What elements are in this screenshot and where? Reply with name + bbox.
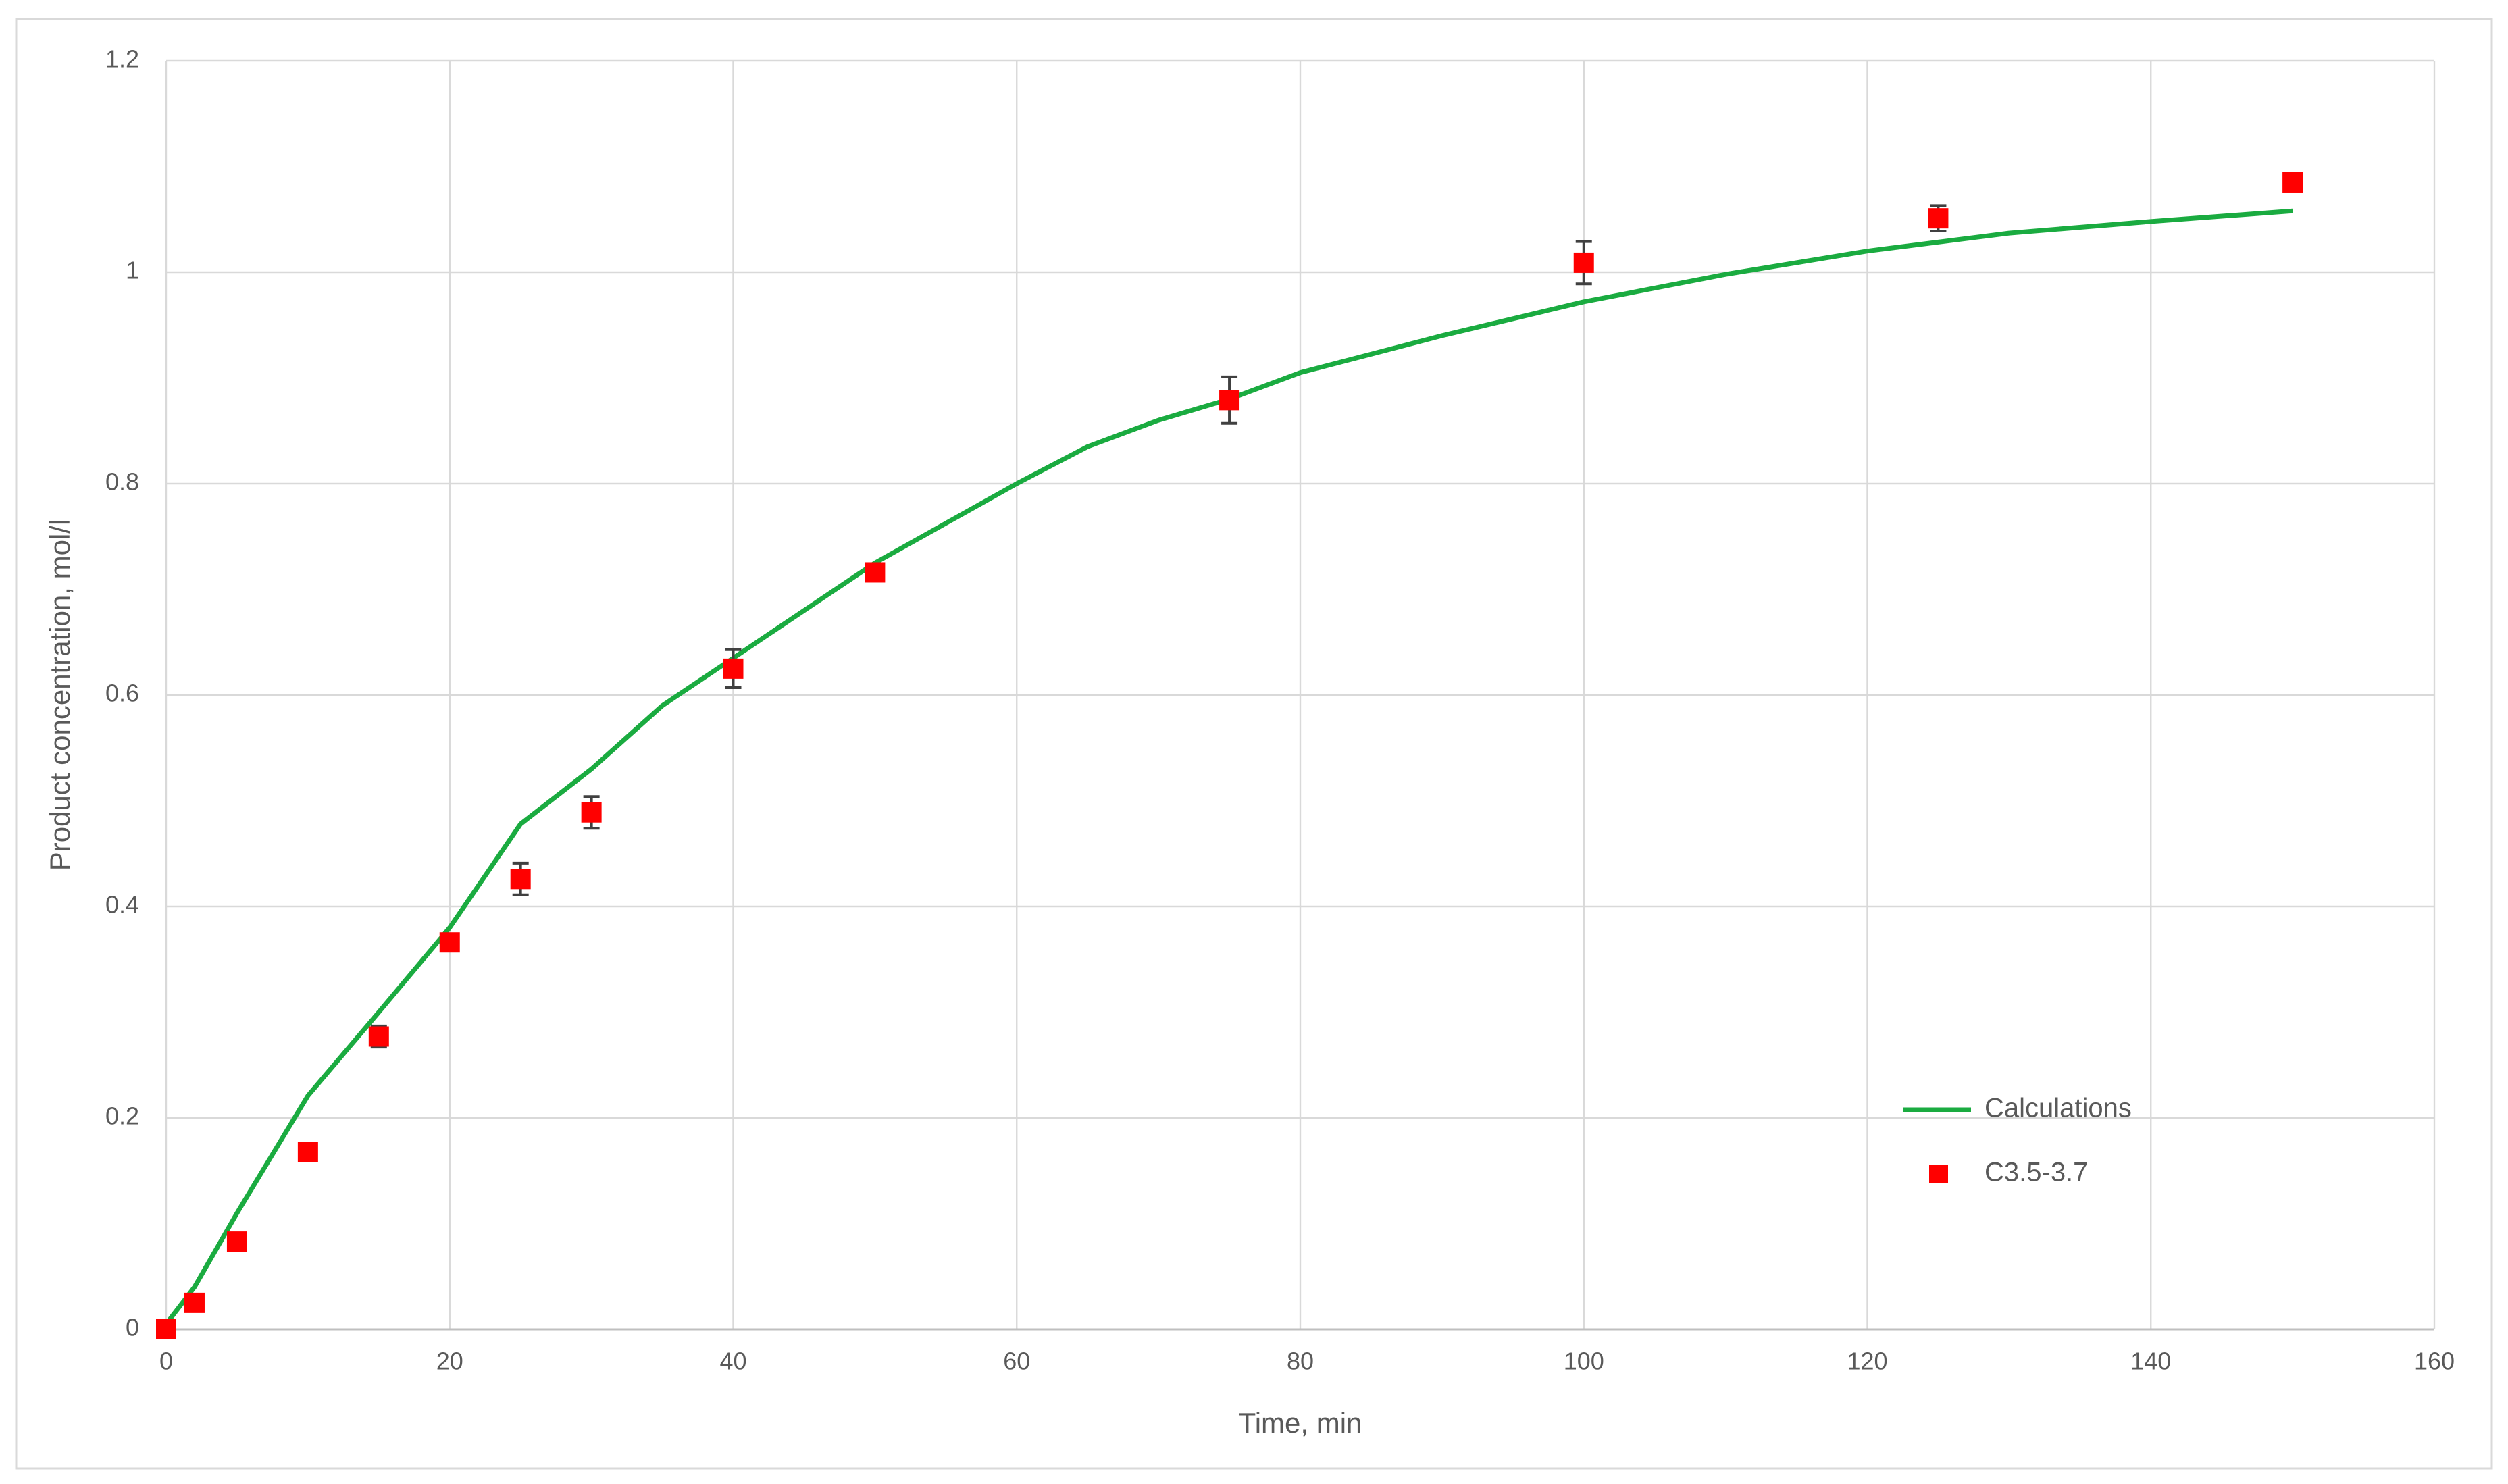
data-point [865, 562, 886, 583]
x-tick-label: 140 [2130, 1348, 2171, 1375]
legend-label: Calculations [1985, 1094, 2132, 1123]
data-point [723, 658, 744, 679]
x-tick-label: 60 [1003, 1348, 1030, 1375]
data-point [226, 1231, 247, 1252]
y-tick-label: 0.2 [105, 1102, 139, 1130]
x-tick-label: 80 [1287, 1348, 1314, 1375]
x-tick-label: 160 [2414, 1348, 2455, 1375]
x-tick-label: 0 [159, 1348, 173, 1375]
data-point [368, 1026, 389, 1047]
y-tick-label: 1.2 [105, 45, 139, 73]
data-point [297, 1142, 318, 1162]
x-tick-label: 40 [719, 1348, 746, 1375]
data-point [510, 869, 531, 890]
y-tick-label: 0.6 [105, 680, 139, 707]
y-axis-title: Product concentration, mol/l [44, 519, 76, 871]
data-point [581, 802, 602, 823]
y-tick-label: 1 [126, 257, 139, 284]
data-point [439, 932, 460, 953]
chart-border [15, 18, 2493, 1470]
data-point [1573, 252, 1594, 273]
data-point [1219, 390, 1240, 411]
x-axis-title: Time, min [1239, 1407, 1362, 1439]
x-tick-label: 20 [436, 1348, 463, 1375]
y-tick-label: 0 [126, 1314, 139, 1341]
legend-swatch [1929, 1165, 1948, 1183]
y-tick-label: 0.4 [105, 891, 139, 919]
data-point [184, 1292, 205, 1313]
legend-label: C3.5-3.7 [1985, 1158, 2088, 1187]
data-point [2282, 172, 2303, 193]
calc-line [164, 208, 2293, 1326]
x-tick-label: 100 [1564, 1348, 1604, 1375]
data-point [1928, 208, 1949, 229]
data-point [156, 1319, 176, 1339]
y-tick-label: 0.8 [105, 468, 139, 496]
x-tick-label: 120 [1847, 1348, 1887, 1375]
